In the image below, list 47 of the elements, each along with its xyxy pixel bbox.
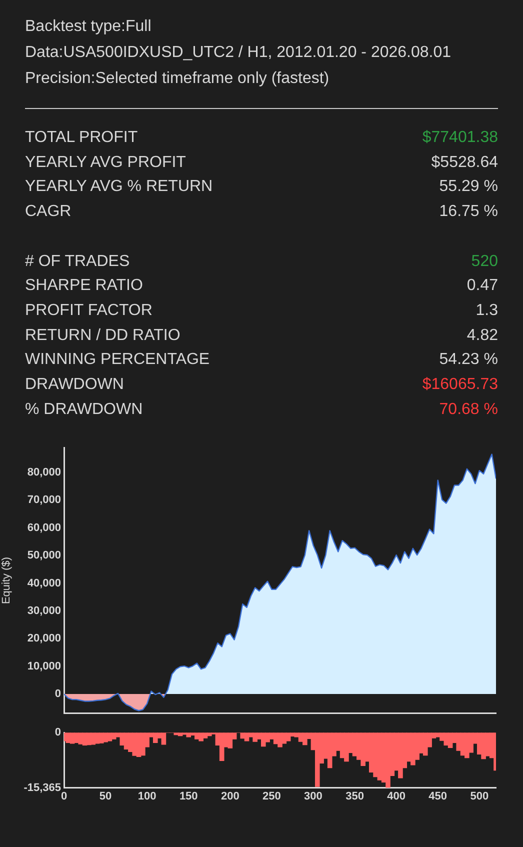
category-label: YEARLY AVG PROFIT [25, 152, 186, 173]
y-tick-label: 0 [54, 727, 61, 740]
y-tick-label: 80,000 [27, 466, 61, 479]
y-tick-label: 30,000 [27, 605, 61, 618]
category-label: YEARLY AVG % RETURN [25, 177, 213, 198]
text: $5528.64 [431, 154, 498, 171]
x-tick-label: 200 [220, 790, 240, 803]
x-tick-label: 400 [387, 790, 406, 803]
category-label: WINNING PERCENTAGE [25, 350, 210, 370]
category-label: PROFIT FACTOR [25, 300, 152, 321]
text: Precision:Selected timeframe only (fastest) [25, 69, 330, 89]
y-tick-label: 70,000 [27, 494, 61, 507]
category-label: % DRAWDOWN [25, 400, 143, 420]
x-tick-label: 100 [138, 790, 156, 803]
text: 70.68 % [439, 400, 498, 418]
y-tick-label: 40,000 [27, 578, 61, 590]
y-tick-label: 10,000 [27, 660, 61, 673]
text: 55.29 % [439, 178, 498, 196]
category-label: RETURN / DD RATIO [25, 326, 180, 346]
text: 4.82 [466, 326, 498, 344]
text: 0.47 [466, 277, 498, 294]
category-label: SHARPE RATIO [25, 276, 143, 296]
y-tick-label: 0 [54, 688, 61, 700]
x-tick-label: 250 [262, 790, 281, 803]
y-axis-title: Equity ($) [0, 557, 13, 604]
text: 1.3 [476, 302, 498, 319]
x-tick-label: 50 [99, 790, 112, 803]
y-tick-label: 20,000 [27, 633, 61, 646]
text: $77401.38 [422, 129, 498, 146]
x-tick-label: 150 [179, 790, 198, 803]
text: Backtest type:Full [25, 17, 152, 37]
x-tick-label: 300 [304, 790, 322, 803]
text: $16065.73 [422, 376, 498, 394]
category-label: CAGR [25, 202, 72, 222]
text: 520 [471, 252, 498, 270]
category-label: # OF TRADES [25, 252, 130, 272]
x-tick-label: 500 [470, 790, 489, 803]
y-tick-label: 60,000 [27, 522, 61, 534]
x-tick-label: 350 [346, 790, 364, 803]
text: Data:USA500IDXUSD_UTC2 / H1, 2012.01.20 - 2026.08.01 [25, 43, 452, 63]
text: 54.23 % [439, 351, 498, 368]
y-tick-label: -15,365 [24, 782, 61, 794]
y-tick-label: 50,000 [27, 550, 61, 562]
category-label: DRAWDOWN [25, 375, 124, 396]
category-label: TOTAL PROFIT [25, 128, 138, 148]
x-tick-label: 450 [428, 790, 448, 803]
text: 16.75 % [439, 203, 498, 220]
